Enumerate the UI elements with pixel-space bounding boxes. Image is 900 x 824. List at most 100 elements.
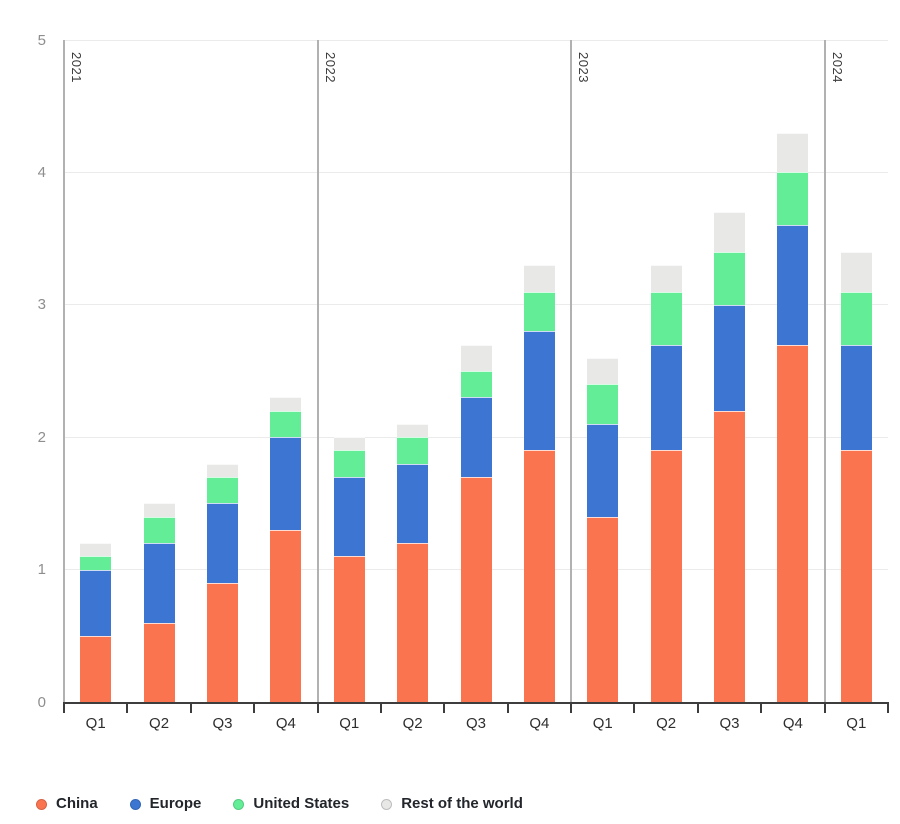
- gridline-y-5: [64, 39, 888, 41]
- x-axis-tick-label: Q4: [782, 715, 803, 732]
- bar-segment-united-states-10[interactable]: [714, 251, 746, 305]
- bar-segment-china-12[interactable]: [840, 450, 872, 702]
- bar-segment-china-5[interactable]: [397, 543, 429, 702]
- bar-segment-united-states-0[interactable]: [80, 556, 112, 570]
- bar-segment-united-states-7[interactable]: [523, 291, 555, 332]
- gridline-y-3: [64, 304, 888, 306]
- bar-segment-europe-1[interactable]: [143, 543, 175, 623]
- bar-segment-europe-2[interactable]: [206, 503, 238, 583]
- y-axis-tick-label: 1: [37, 561, 46, 579]
- x-axis-tick: [63, 702, 65, 713]
- bar-segment-europe-0[interactable]: [80, 569, 112, 636]
- bar-segment-rest-of-the-world-7[interactable]: [523, 265, 555, 292]
- chart-legend: China Europe United States Rest of the worl…: [36, 796, 523, 812]
- year-group-label: 2022: [322, 52, 338, 83]
- bar-segment-united-states-12[interactable]: [840, 291, 872, 345]
- bar-segment-united-states-1[interactable]: [143, 516, 175, 544]
- x-axis-tick: [316, 702, 319, 713]
- bar-segment-rest-of-the-world-4[interactable]: [333, 437, 365, 451]
- bar-segment-europe-9[interactable]: [650, 344, 682, 451]
- bar-segment-united-states-2[interactable]: [206, 476, 238, 504]
- legend-label: Europe: [149, 795, 202, 812]
- bar-segment-united-states-5[interactable]: [397, 437, 429, 464]
- x-axis-tick-label: Q1: [846, 715, 867, 732]
- x-axis-tick-label: Q2: [402, 715, 423, 732]
- bar-segment-europe-6[interactable]: [460, 397, 492, 477]
- bar-segment-rest-of-the-world-1[interactable]: [143, 503, 175, 517]
- x-axis-tick: [887, 702, 889, 713]
- bar-segment-rest-of-the-world-2[interactable]: [206, 463, 238, 477]
- x-axis-tick: [506, 702, 509, 713]
- bar-segment-china-6[interactable]: [460, 476, 492, 702]
- y-axis-tick-label: 5: [37, 31, 46, 49]
- x-axis-tick: [379, 702, 382, 713]
- bar-segment-china-4[interactable]: [333, 556, 365, 702]
- bar-segment-united-states-11[interactable]: [777, 172, 809, 226]
- x-axis-tick: [823, 702, 826, 713]
- bar-segment-united-states-4[interactable]: [333, 450, 365, 477]
- legend-dot-icon: [36, 798, 47, 810]
- bar-segment-rest-of-the-world-6[interactable]: [460, 344, 492, 371]
- x-axis-tick: [126, 702, 129, 713]
- bar-segment-china-10[interactable]: [714, 410, 746, 702]
- year-group-label: 2021: [69, 52, 84, 83]
- bar-segment-europe-4[interactable]: [333, 476, 365, 557]
- legend-item-europe[interactable]: Europe: [129, 795, 202, 812]
- bar-segment-europe-10[interactable]: [714, 304, 746, 411]
- x-axis-tick: [253, 702, 256, 713]
- bar-segment-rest-of-the-world-11[interactable]: [777, 132, 809, 173]
- bar-segment-rest-of-the-world-0[interactable]: [80, 543, 112, 557]
- bar-segment-europe-12[interactable]: [840, 344, 872, 451]
- bar-segment-rest-of-the-world-10[interactable]: [714, 212, 746, 252]
- x-axis-tick: [443, 702, 446, 713]
- y-axis-tick-label: 0: [37, 693, 46, 711]
- legend-item-china[interactable]: China: [36, 796, 98, 812]
- x-axis-tick-label: Q3: [465, 715, 486, 732]
- bar-segment-united-states-8[interactable]: [587, 384, 619, 424]
- bar-segment-rest-of-the-world-8[interactable]: [587, 357, 619, 385]
- legend-label: Rest of the world: [401, 795, 523, 812]
- bar-segment-europe-11[interactable]: [777, 225, 809, 345]
- x-axis-tick: [570, 702, 573, 713]
- bar-segment-china-3[interactable]: [270, 529, 302, 702]
- bar-segment-rest-of-the-world-3[interactable]: [270, 397, 302, 411]
- x-axis-tick-label: Q4: [529, 715, 550, 732]
- bar-segment-china-11[interactable]: [777, 344, 809, 702]
- bar-segment-europe-7[interactable]: [523, 331, 555, 451]
- bar-segment-china-1[interactable]: [143, 622, 175, 702]
- x-axis-tick-label: Q1: [592, 715, 613, 732]
- legend-item-united-states[interactable]: United States: [233, 796, 349, 812]
- x-axis-tick-label: Q4: [275, 715, 296, 732]
- year-separator-2023: [570, 40, 573, 702]
- gridline-y-4: [64, 171, 888, 173]
- legend-item-rest-of-the-world[interactable]: Rest of the world: [381, 796, 523, 812]
- bar-segment-china-9[interactable]: [650, 450, 682, 702]
- bar-segment-europe-8[interactable]: [587, 423, 619, 517]
- bar-segment-europe-3[interactable]: [270, 437, 302, 530]
- legend-label: United States: [253, 795, 350, 812]
- bar-segment-united-states-6[interactable]: [460, 371, 492, 398]
- y-axis-tick-label: 2: [37, 428, 46, 446]
- bar-segment-china-7[interactable]: [523, 450, 555, 702]
- year-separator-2024: [823, 40, 826, 702]
- x-axis-tick-label: Q3: [212, 715, 233, 732]
- bar-segment-china-8[interactable]: [587, 516, 619, 702]
- bar-segment-rest-of-the-world-12[interactable]: [840, 251, 872, 292]
- x-axis-tick-label: Q1: [85, 715, 106, 732]
- y-axis-tick-label: 3: [37, 296, 46, 314]
- bar-segment-rest-of-the-world-5[interactable]: [397, 423, 429, 438]
- year-separator-2022: [316, 40, 319, 702]
- y-axis-line: [63, 40, 65, 702]
- bar-segment-europe-5[interactable]: [397, 463, 429, 544]
- bar-segment-china-2[interactable]: [206, 582, 238, 702]
- bar-segment-united-states-3[interactable]: [270, 410, 302, 438]
- year-group-label: 2024: [829, 52, 845, 83]
- x-axis-tick: [633, 702, 636, 713]
- x-axis-tick-label: Q2: [149, 715, 170, 732]
- bar-segment-china-0[interactable]: [80, 635, 112, 702]
- bar-segment-rest-of-the-world-9[interactable]: [650, 265, 682, 292]
- x-axis-tick-label: Q3: [719, 715, 740, 732]
- bar-segment-united-states-9[interactable]: [650, 291, 682, 345]
